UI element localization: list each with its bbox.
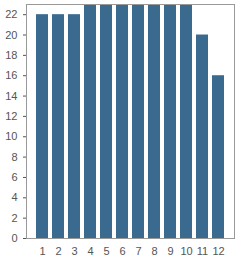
svg-text:14: 14 (5, 90, 17, 102)
svg-text:11: 11 (197, 245, 208, 257)
svg-text:5: 5 (103, 245, 109, 257)
svg-text:2: 2 (55, 245, 61, 257)
svg-text:1: 1 (39, 245, 45, 257)
svg-text:12: 12 (212, 245, 224, 257)
svg-text:22: 22 (5, 8, 17, 20)
svg-text:7: 7 (135, 245, 141, 257)
svg-text:18: 18 (5, 49, 17, 61)
svg-text:6: 6 (119, 245, 125, 257)
svg-text:6: 6 (11, 171, 17, 183)
svg-text:16: 16 (5, 69, 17, 81)
svg-text:4: 4 (11, 191, 17, 203)
svg-text:10: 10 (180, 245, 192, 257)
svg-text:8: 8 (151, 245, 157, 257)
svg-text:10: 10 (5, 130, 17, 142)
svg-text:3: 3 (71, 245, 77, 257)
svg-text:0: 0 (11, 232, 17, 244)
svg-text:9: 9 (167, 245, 173, 257)
svg-text:20: 20 (5, 29, 17, 41)
svg-text:8: 8 (11, 151, 17, 163)
svg-text:2: 2 (11, 212, 17, 224)
svg-text:4: 4 (87, 245, 93, 257)
svg-text:12: 12 (5, 110, 17, 122)
